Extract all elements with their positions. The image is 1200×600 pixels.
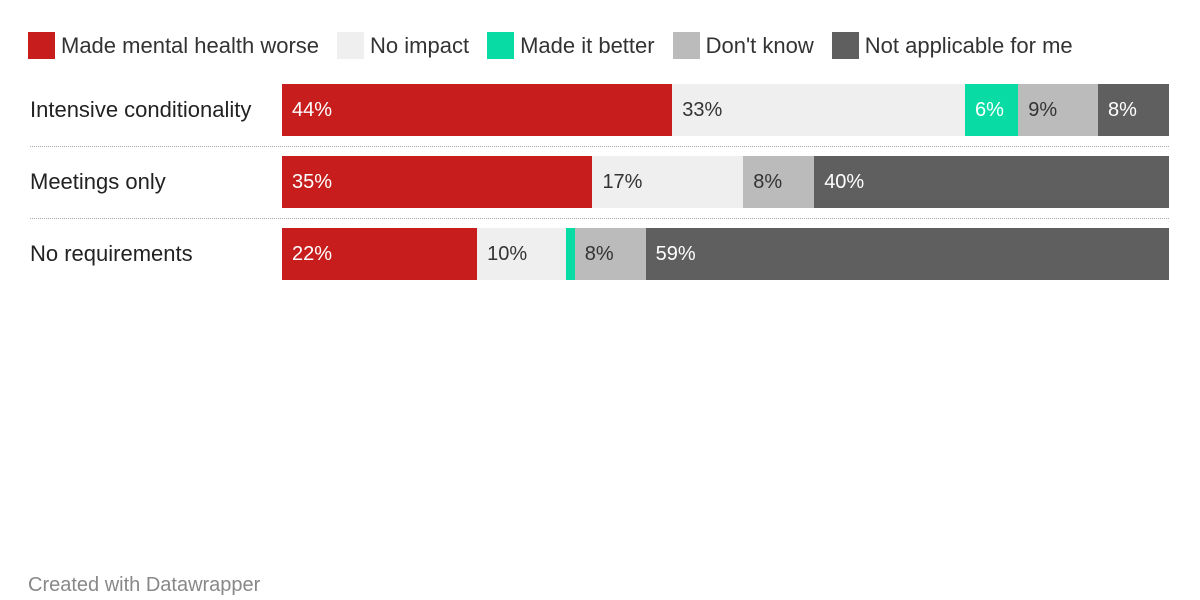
row-divider	[30, 146, 1169, 147]
legend-item: Made mental health worse	[28, 31, 320, 59]
bar-row: 22% 10% 8% 59%	[282, 228, 1169, 280]
bar-segment	[282, 156, 593, 208]
bar-value-label: 6%	[974, 99, 1004, 121]
bar-segment	[645, 228, 1169, 280]
bar-value-label: 17%	[602, 171, 643, 193]
bar-value-label: 59%	[655, 243, 696, 265]
bar-value-label: 40%	[824, 171, 865, 193]
bar-segment	[282, 84, 673, 136]
legend-label: Don't know	[705, 32, 814, 58]
row-label: Intensive conditionality	[30, 97, 252, 122]
legend: Made mental health worse No impact Made it…	[28, 30, 1091, 60]
legend-label: Made mental health worse	[61, 32, 320, 58]
bar-value-label: 8%	[584, 243, 614, 265]
bar-segment	[964, 84, 1019, 136]
bar-value-label: 8%	[753, 171, 783, 193]
bar-value-label: 9%	[1028, 99, 1058, 121]
legend-swatch	[337, 31, 365, 59]
bar-value-label: 10%	[487, 243, 528, 265]
legend-item: Not applicable for me	[831, 31, 1073, 59]
row-label: Meetings only	[30, 169, 166, 194]
legend-item: Don't know	[672, 31, 814, 59]
bar-value-label: 22%	[292, 243, 333, 265]
bar-value-label: 35%	[292, 171, 333, 193]
bar-segment	[592, 156, 744, 208]
legend-label: Made it better	[520, 32, 655, 58]
legend-swatch	[831, 31, 859, 59]
bar-row: 44% 33% 6% 9% 8%	[282, 84, 1169, 136]
bar-segment	[814, 156, 1169, 208]
bar-segment	[1098, 84, 1169, 136]
legend-label: No impact	[370, 32, 470, 58]
legend-swatch	[28, 31, 55, 59]
bar-segment	[477, 228, 566, 280]
bar-segment	[565, 228, 575, 280]
row-divider	[30, 218, 1169, 219]
legend-swatch	[672, 31, 700, 59]
bar-segment	[282, 228, 478, 280]
bar-segment	[574, 228, 646, 280]
bar-segment	[743, 156, 815, 208]
bar-segment	[672, 84, 965, 136]
credit-footer: Created with Datawrapper	[28, 574, 261, 596]
legend-label: Not applicable for me	[864, 32, 1073, 58]
bar-value-label: 8%	[1108, 99, 1137, 121]
legend-swatch	[487, 31, 515, 59]
bar-value-label: 44%	[292, 99, 333, 121]
legend-item: No impact	[337, 31, 470, 59]
bar-segment	[1018, 84, 1099, 136]
bar-value-label: 33%	[682, 99, 723, 121]
row-label: No requirements	[30, 241, 193, 266]
bar-row: 35% 17% 8% 40%	[282, 156, 1169, 208]
legend-item: Made it better	[487, 31, 655, 59]
